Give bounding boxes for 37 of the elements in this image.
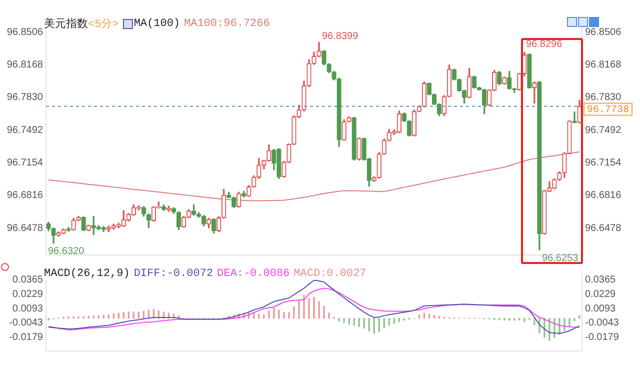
series-label: MACD:0.0027 bbox=[294, 268, 366, 280]
y-tick-label: 0.0365 bbox=[12, 274, 44, 286]
y-tick-label: 0.0229 bbox=[12, 288, 44, 300]
y-tick-label: 96.7154 bbox=[6, 158, 44, 169]
y2-tick-label: -0.0179 bbox=[585, 332, 620, 343]
y-tick-label: 96.6478 bbox=[6, 222, 44, 234]
y2-tick-label: 96.6478 bbox=[585, 222, 622, 234]
annotation: 96.6253 bbox=[542, 253, 578, 264]
y-tick-label: 0.0093 bbox=[12, 303, 44, 314]
series-label: DEA:-0.0086 bbox=[217, 268, 290, 280]
annotation: 96.8399 bbox=[322, 31, 358, 42]
y-tick-label: -0.0179 bbox=[9, 332, 44, 343]
y2-tick-label: -0.0043 bbox=[585, 318, 620, 329]
y2-tick-label: 96.7154 bbox=[585, 158, 622, 169]
y2-tick-label: 0.0093 bbox=[585, 303, 616, 314]
y2-tick-label: 96.8168 bbox=[585, 59, 622, 70]
y-tick-label: 96.8168 bbox=[6, 59, 44, 70]
y2-tick-label: 96.8506 bbox=[585, 26, 622, 38]
y-tick-label: 96.7492 bbox=[6, 124, 44, 136]
y-tick-label: 96.6816 bbox=[6, 190, 44, 202]
annotation: 96.8296 bbox=[526, 39, 562, 50]
y2-tick-label: 0.0229 bbox=[585, 288, 616, 300]
chart-title: 美元指数 bbox=[44, 16, 88, 31]
y2-tick-label: 96.7830 bbox=[585, 92, 622, 104]
annotation: MA(100) bbox=[134, 18, 180, 30]
y2-tick-label: 0.0365 bbox=[585, 274, 616, 286]
y-tick-label: 96.8506 bbox=[6, 26, 44, 38]
y-tick-label: -0.0043 bbox=[9, 318, 44, 329]
y2-tick-label: 96.6816 bbox=[585, 190, 622, 202]
ref-line-label: 96.7738 bbox=[587, 104, 630, 116]
text: DIFF:-0.0072 bbox=[134, 268, 214, 280]
chart-subtitle: <5分> bbox=[88, 17, 119, 31]
y-tick-label: 96.7830 bbox=[6, 92, 44, 104]
chart-title: MACD(26,12,9) bbox=[44, 268, 130, 280]
y2-tick-label: 96.7492 bbox=[585, 124, 622, 136]
text: MA100:96.7266 bbox=[184, 18, 270, 30]
annotation: 96.6320 bbox=[48, 246, 84, 257]
